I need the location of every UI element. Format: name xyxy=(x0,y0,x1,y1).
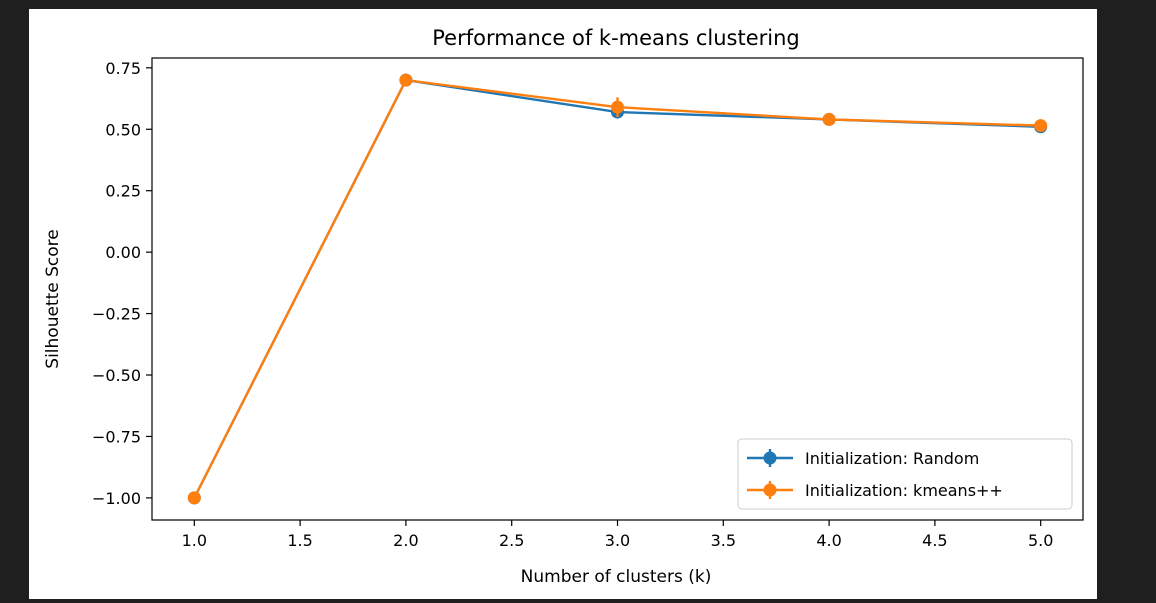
y-tick-label: 0.50 xyxy=(105,120,141,139)
x-tick-label: 1.5 xyxy=(287,531,312,550)
chart: Performance of k-means clustering Number… xyxy=(43,26,1084,587)
legend-label: Initialization: Random xyxy=(805,449,979,468)
legend xyxy=(737,438,1073,510)
data-point xyxy=(399,73,413,87)
plot-frame xyxy=(151,57,1084,521)
y-tick-label: −0.50 xyxy=(92,366,141,385)
series-line-0 xyxy=(193,78,1041,499)
legend-swatch-marker xyxy=(763,483,777,497)
data-point xyxy=(1034,119,1048,133)
x-tick-label: 1.0 xyxy=(182,531,207,550)
y-tick-label: −0.75 xyxy=(92,427,141,446)
x-tick-label: 5.0 xyxy=(1028,531,1053,550)
legend-swatch-marker xyxy=(763,451,777,465)
x-tick-label: 2.5 xyxy=(499,531,524,550)
y-tick-label: 0.00 xyxy=(105,243,141,262)
x-tick-label: 3.0 xyxy=(605,531,630,550)
y-tick-label: 0.25 xyxy=(105,182,141,201)
y-tick-label: −0.25 xyxy=(92,305,141,324)
data-point xyxy=(187,491,201,505)
y-axis-label: Silhouette Score xyxy=(43,229,63,368)
series-line-1 xyxy=(193,78,1041,499)
x-tick-label: 2.0 xyxy=(393,531,418,550)
figure: Performance of k-means clustering Number… xyxy=(29,9,1097,599)
x-tick-label: 4.0 xyxy=(816,531,841,550)
x-tick-label: 3.5 xyxy=(711,531,736,550)
x-axis-label: Number of clusters (k) xyxy=(521,567,712,587)
y-tick-label: 0.75 xyxy=(105,59,141,78)
data-point xyxy=(611,100,624,114)
y-tick-label: −1.00 xyxy=(92,489,141,508)
legend-label: Initialization: kmeans++ xyxy=(805,481,1003,500)
data-point xyxy=(822,112,836,126)
chart-title: Performance of k-means clustering xyxy=(432,26,799,50)
x-tick-label: 4.5 xyxy=(922,531,947,550)
